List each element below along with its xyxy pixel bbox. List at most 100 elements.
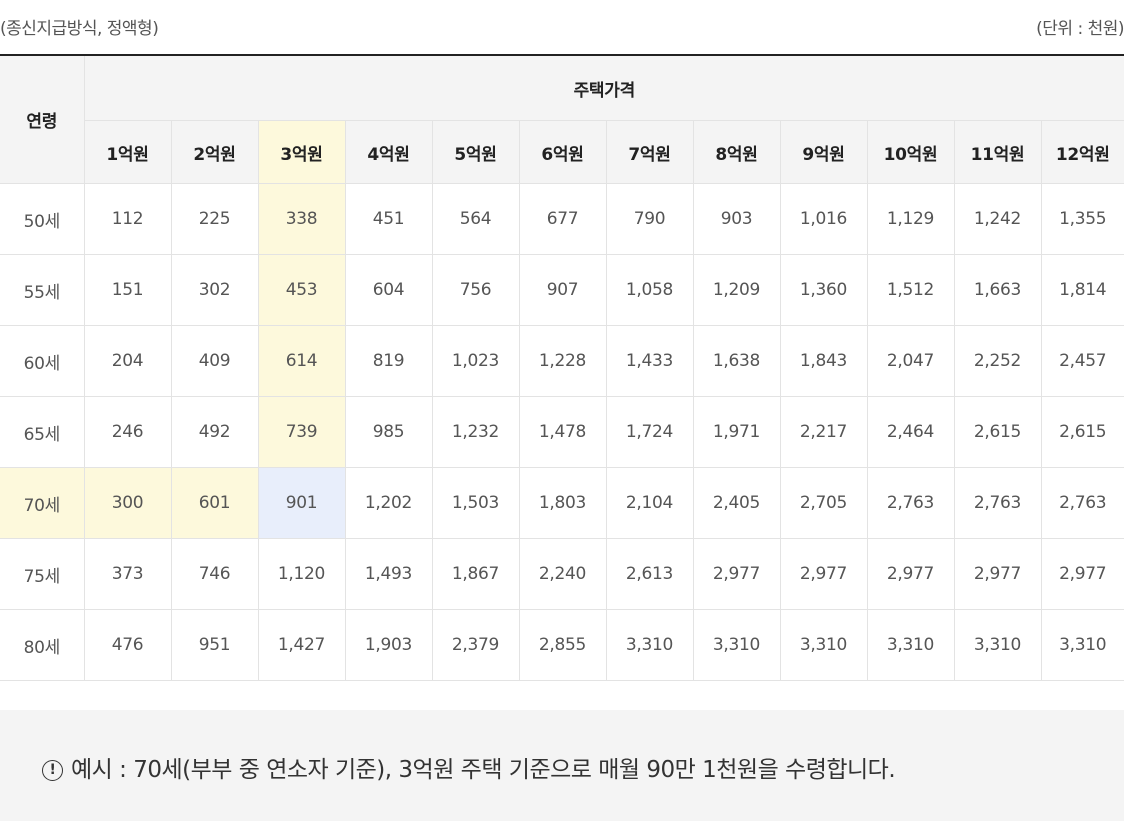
payment-cell: 901	[257, 467, 346, 539]
info-circle-icon: !	[42, 760, 63, 781]
example-note: ! 예시 : 70세(부부 중 연소자 기준), 3억원 주택 기준으로 매월 9…	[42, 750, 896, 784]
payment-cell: 2,705	[779, 467, 868, 539]
payment-cell: 951	[170, 609, 259, 681]
house-price-group-header: 주택가격	[83, 54, 1124, 121]
payment-cell: 985	[344, 396, 433, 468]
table-row: 80세 476 951 1,427 1,903 2,379 2,855 3,310 3,310 3…	[0, 609, 1124, 681]
payment-cell: 2,977	[866, 538, 955, 610]
payment-cell: 1,503	[431, 467, 520, 539]
price-column-header: 7억원	[605, 120, 694, 184]
price-column-header: 3억원	[257, 120, 346, 184]
payment-cell: 1,512	[866, 254, 955, 326]
payment-cell: 204	[83, 325, 172, 397]
payment-cell: 2,104	[605, 467, 694, 539]
payment-cell: 1,433	[605, 325, 694, 397]
payment-cell: 2,977	[953, 538, 1042, 610]
table-row: 65세 246 492 739 985 1,232 1,478 1,724 1,971 2,217…	[0, 396, 1124, 468]
payment-cell: 409	[170, 325, 259, 397]
monthly-payment-table: 연령 주택가격 1억원 2억원 3억원 4억원 5억원 6억원 7억원 8억원 9억원 10억원 1…	[0, 54, 1124, 681]
payment-cell: 756	[431, 254, 520, 326]
payment-cell: 3,310	[605, 609, 694, 681]
payment-cell: 746	[170, 538, 259, 610]
payment-cell: 3,310	[692, 609, 781, 681]
payment-cell: 476	[83, 609, 172, 681]
payment-cell: 1,803	[518, 467, 607, 539]
payment-cell: 1,843	[779, 325, 868, 397]
price-column-header: 6억원	[518, 120, 607, 184]
age-column-header: 연령	[0, 54, 85, 184]
table-row: 60세 204 409 614 819 1,023 1,228 1,433 1,638 1,843…	[0, 325, 1124, 397]
payment-cell: 151	[83, 254, 172, 326]
payment-cell: 373	[83, 538, 172, 610]
table-row: 50세 112 225 338 451 564 677 790 903 1,016 1,129 1,2…	[0, 183, 1124, 255]
payment-cell: 677	[518, 183, 607, 255]
age-cell: 55세	[0, 254, 85, 326]
payment-cell: 2,252	[953, 325, 1042, 397]
price-column-header: 11억원	[953, 120, 1042, 184]
payment-cell: 2,977	[692, 538, 781, 610]
price-column-header: 8억원	[692, 120, 781, 184]
payment-cell: 2,615	[1040, 396, 1124, 468]
age-cell: 80세	[0, 609, 85, 681]
payment-method-label: (종신지급방식, 정액형)	[0, 19, 159, 39]
payment-cell: 1,724	[605, 396, 694, 468]
payment-cell: 1,493	[344, 538, 433, 610]
table-row: 55세 151 302 453 604 756 907 1,058 1,209 1,360 1,51…	[0, 254, 1124, 326]
payment-cell: 1,228	[518, 325, 607, 397]
table-body: 50세 112 225 338 451 564 677 790 903 1,016 1,129 1,2…	[0, 183, 1124, 681]
payment-cell: 1,202	[344, 467, 433, 539]
payment-cell: 2,763	[953, 467, 1042, 539]
payment-cell: 1,016	[779, 183, 868, 255]
age-cell: 70세	[0, 467, 85, 539]
payment-cell: 1,478	[518, 396, 607, 468]
payment-cell: 1,209	[692, 254, 781, 326]
payment-cell: 614	[257, 325, 346, 397]
payment-cell: 2,977	[1040, 538, 1124, 610]
payment-cell: 2,615	[953, 396, 1042, 468]
payment-cell: 2,763	[866, 467, 955, 539]
payment-cell: 1,360	[779, 254, 868, 326]
payment-cell: 1,058	[605, 254, 694, 326]
age-cell: 65세	[0, 396, 85, 468]
payment-cell: 2,763	[1040, 467, 1124, 539]
example-note-text: 예시 : 70세(부부 중 연소자 기준), 3억원 주택 기준으로 매월 90…	[71, 757, 896, 783]
payment-cell: 2,217	[779, 396, 868, 468]
price-column-header: 9억원	[779, 120, 868, 184]
payment-cell: 451	[344, 183, 433, 255]
payment-cell: 112	[83, 183, 172, 255]
payment-cell: 2,464	[866, 396, 955, 468]
price-column-header: 2억원	[170, 120, 259, 184]
unit-label: (단위 : 천원)	[1036, 19, 1124, 39]
age-cell: 60세	[0, 325, 85, 397]
payment-cell: 907	[518, 254, 607, 326]
age-cell: 50세	[0, 183, 85, 255]
payment-cell: 2,457	[1040, 325, 1124, 397]
payment-cell: 1,663	[953, 254, 1042, 326]
payment-cell: 225	[170, 183, 259, 255]
payment-cell: 1,129	[866, 183, 955, 255]
table-row: 70세 300 601 901 1,202 1,503 1,803 2,104 2,405 2,7…	[0, 467, 1124, 539]
payment-cell: 246	[83, 396, 172, 468]
payment-cell: 3,310	[866, 609, 955, 681]
payment-cell: 2,855	[518, 609, 607, 681]
payment-cell: 1,023	[431, 325, 520, 397]
payment-cell: 453	[257, 254, 346, 326]
payment-cell: 1,971	[692, 396, 781, 468]
payment-cell: 338	[257, 183, 346, 255]
payment-cell: 2,613	[605, 538, 694, 610]
payment-cell: 601	[170, 467, 259, 539]
table-row: 75세 373 746 1,120 1,493 1,867 2,240 2,613 2,977 2…	[0, 538, 1124, 610]
house-price-header-row: 1억원 2억원 3억원 4억원 5억원 6억원 7억원 8억원 9억원 10억원 11억원 12억원	[0, 120, 1124, 184]
payment-cell: 2,047	[866, 325, 955, 397]
price-column-header: 4억원	[344, 120, 433, 184]
payment-cell: 1,867	[431, 538, 520, 610]
example-note-box: ! 예시 : 70세(부부 중 연소자 기준), 3억원 주택 기준으로 매월 9…	[0, 710, 1124, 821]
age-cell: 75세	[0, 538, 85, 610]
payment-cell: 1,814	[1040, 254, 1124, 326]
payment-cell: 739	[257, 396, 346, 468]
payment-cell: 1,120	[257, 538, 346, 610]
payment-cell: 564	[431, 183, 520, 255]
payment-cell: 302	[170, 254, 259, 326]
payment-cell: 300	[83, 467, 172, 539]
table-header: 연령 주택가격 1억원 2억원 3억원 4억원 5억원 6억원 7억원 8억원 9억원 10억원 1…	[0, 54, 1124, 184]
